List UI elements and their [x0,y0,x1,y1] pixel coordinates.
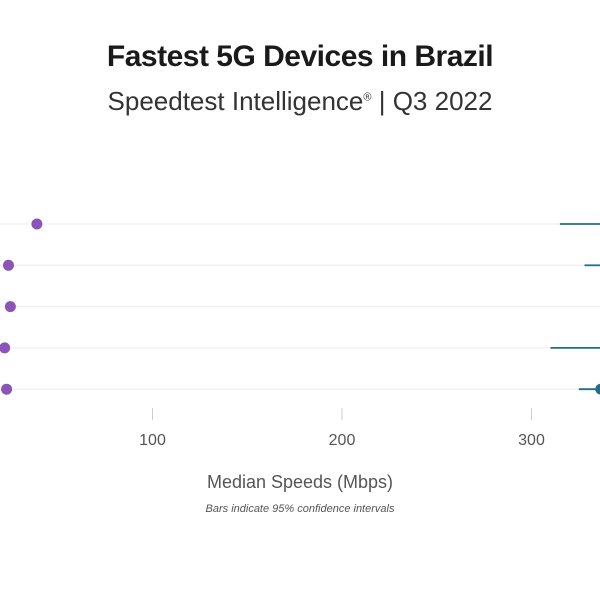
upload-dot [4,301,16,313]
upload-dot [2,259,14,271]
registered-mark: ® [363,91,372,104]
download-dot [595,383,600,395]
x-axis-label: Median Speeds (Mbps) [206,472,394,492]
upload-dot [1,383,13,395]
subtitle-rest: | Q3 2022 [371,86,493,116]
chart-title: Fastest 5G Devices in Brazil [106,40,494,73]
x-tick-label: 200 [329,432,356,449]
upload-dot [0,342,11,354]
x-tick-label: 100 [139,432,166,449]
confidence-note: Bars indicate 95% confidence intervals [205,503,395,515]
chart-subtitle: Speedtest Intelligence® | Q3 2022 [0,86,600,117]
subtitle-main: Speedtest Intelligence [107,86,364,116]
x-tick-label: 300 [518,432,545,449]
upload-dot [31,218,43,230]
